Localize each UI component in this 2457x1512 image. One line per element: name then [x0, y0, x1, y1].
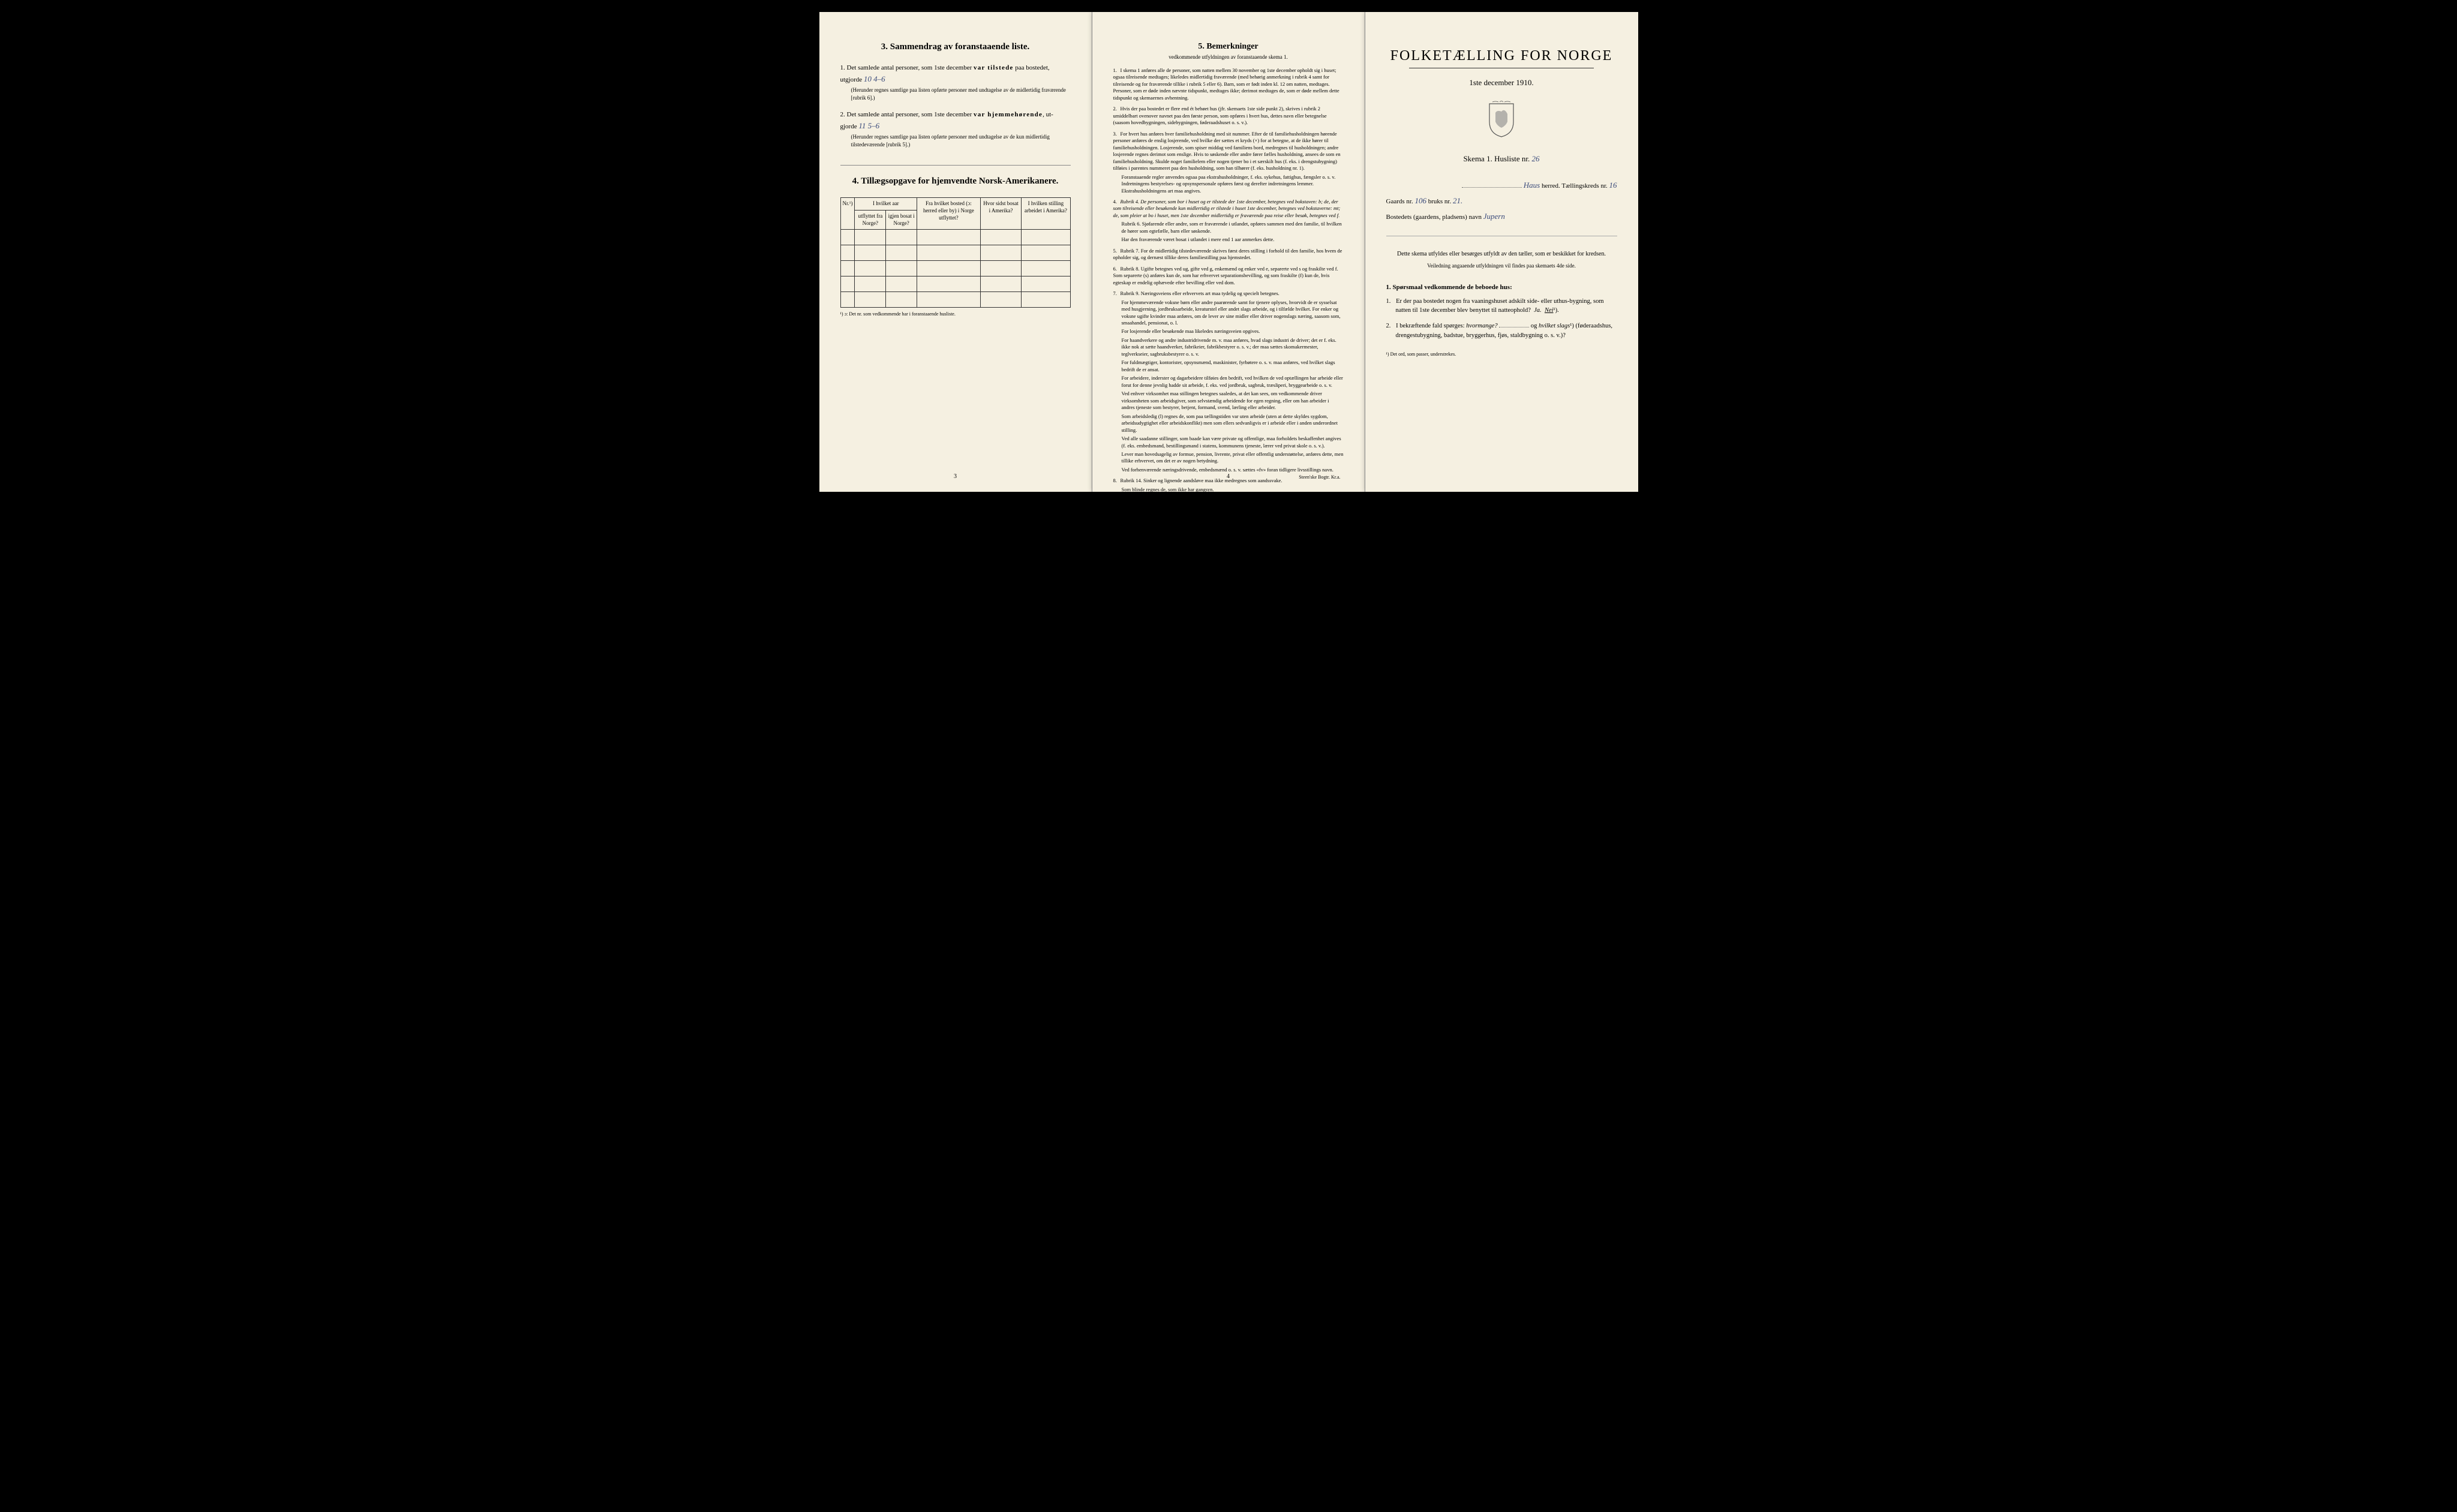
americans-table: Nr.¹) I hvilket aar Fra hvilket bosted (… — [840, 197, 1071, 308]
herred-line: Haus herred. Tællingskreds nr. 16 — [1386, 181, 1617, 190]
table-row — [840, 261, 1070, 276]
summary-item-2: 2. Det samlede antal personer, som 1ste … — [840, 110, 1071, 148]
col-stilling: I hvilken stilling arbeidet i Amerika? — [1022, 198, 1070, 230]
coat-of-arms — [1386, 101, 1617, 141]
col-bosted: Fra hvilket bosted (ɔ: herred eller by) … — [917, 198, 981, 230]
section5-subtitle: vedkommende utfyldningen av foranstaaend… — [1113, 54, 1344, 60]
main-title: FOLKETÆLLING FOR NORGE — [1386, 48, 1617, 64]
table derow — [840, 230, 1070, 245]
gaards-line: Gaards nr. 106 bruks nr. 21. — [1386, 196, 1617, 206]
bruks-nr: 21. — [1453, 196, 1462, 205]
printer-mark: Steen'ske Bogtr. Kr.a. — [1299, 474, 1340, 480]
page-right: FOLKETÆLLING FOR NORGE 1ste december 191… — [1365, 12, 1638, 492]
page-number: 3 — [954, 473, 957, 480]
answer-nei: Nei — [1545, 307, 1554, 314]
question-1: 1. Er der paa bostedet nogen fra vaaning… — [1396, 297, 1617, 316]
skema-line: Skema 1. Husliste nr. 26 — [1386, 154, 1617, 164]
section4-title: 4. Tillægsopgave for hjemvendte Norsk-Am… — [840, 176, 1071, 187]
page-middle: 5. Bemerkninger vedkommende utfyldningen… — [1092, 12, 1365, 492]
bosted-name: Jupern — [1483, 212, 1505, 221]
remarks-list: 1.I skema 1 anføres alle de personer, so… — [1113, 67, 1344, 493]
gaards-nr: 106 — [1414, 196, 1426, 205]
section3-title: 3. Sammendrag av foranstaaende liste. — [840, 42, 1071, 52]
table-row — [840, 276, 1070, 292]
table-footnote: ¹) ɔ: Det nr. som vedkommende har i fora… — [840, 311, 1071, 317]
herred-name: Haus — [1524, 181, 1540, 190]
col-nr: Nr.¹) — [840, 198, 855, 230]
divider — [840, 165, 1071, 166]
tilstede-count: 10 4–6 — [864, 74, 885, 83]
page-left: 3. Sammendrag av foranstaaende liste. 1.… — [819, 12, 1092, 492]
col-year-header: I hvilket aar — [855, 198, 917, 211]
table-row — [840, 245, 1070, 261]
instruction-block: Dette skema utfyldes eller besørges utfy… — [1386, 250, 1617, 270]
col-amerika: Hvor sidst bosat i Amerika? — [980, 198, 1021, 230]
husliste-nr: 26 — [1532, 154, 1540, 163]
kreds-nr: 16 — [1609, 181, 1617, 190]
census-date: 1ste december 1910. — [1386, 78, 1617, 88]
col-igjen: igjen bosat i Norge? — [886, 211, 917, 230]
section5-title: 5. Bemerkninger — [1113, 42, 1344, 52]
summary-item-1: 1. Det samlede antal personer, som 1ste … — [840, 63, 1071, 101]
bosted-line: Bostedets (gaardens, pladsens) navn Jupe… — [1386, 212, 1617, 221]
question-2: 2. I bekræftende fald spørges: hvormange… — [1396, 321, 1617, 341]
questions-title: 1. Spørsmaal vedkommende de beboede hus: — [1386, 284, 1617, 291]
table-row — [840, 292, 1070, 308]
col-utflyttet: utflyttet fra Norge? — [855, 211, 886, 230]
hjemme-count: 11 5–6 — [858, 121, 879, 130]
footnote: ¹) Det ord, som passer, understrekes. — [1386, 351, 1617, 357]
page-number: 4 — [1227, 473, 1230, 480]
